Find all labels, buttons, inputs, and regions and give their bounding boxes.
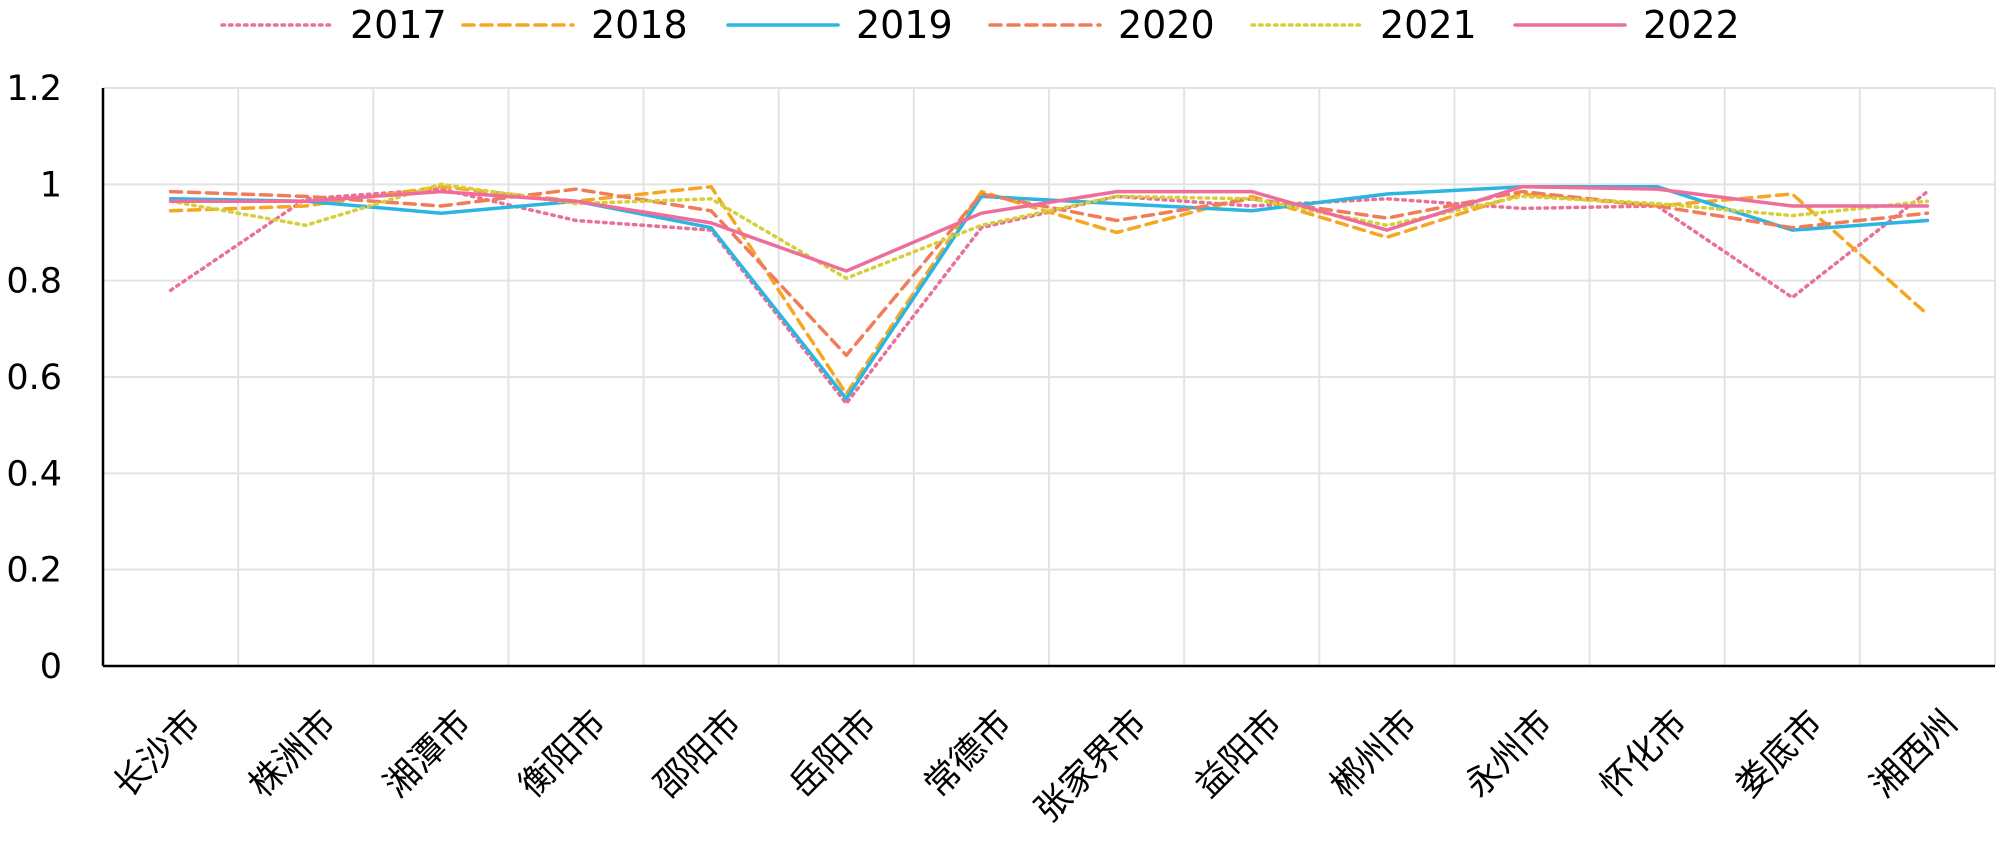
x-tick-label: 岳阳市 (782, 703, 885, 806)
legend: 2017 2018 2019 2020 2021 2022 (220, 3, 1740, 47)
x-tick-label: 常德市 (917, 703, 1020, 806)
y-tick-label: 0.6 (6, 358, 62, 398)
legend-item-2019: 2019 (726, 3, 953, 47)
legend-item-2017: 2017 (220, 3, 447, 47)
y-tick-label: 0 (40, 647, 62, 687)
x-tick-label: 湘西州 (1863, 703, 1966, 806)
x-tick-label: 益阳市 (1188, 703, 1291, 806)
legend-label: 2019 (856, 3, 953, 47)
grid-layer (103, 87, 1996, 666)
label-layer: 0 0.2 0.4 0.6 0.8 1 1.2 长沙市 株洲市 湘潭市 衡阳市 邵阳市 岳阳市 常德市 张家… (6, 69, 1965, 830)
x-tick-label: 张家界市 (1028, 703, 1155, 830)
legend-item-2020: 2020 (988, 3, 1215, 47)
y-tick-label: 1 (40, 165, 62, 205)
y-tick-label: 1.2 (6, 69, 62, 109)
series-line-2022 (168, 184, 1930, 273)
legend-label: 2018 (591, 3, 688, 47)
y-tick-label: 0.2 (6, 551, 62, 591)
axis-layer (101, 88, 1995, 668)
y-tick-label: 0.4 (6, 454, 62, 494)
series-line-2021 (168, 182, 1930, 281)
legend-item-2022: 2022 (1513, 3, 1740, 47)
series-line-2019 (168, 184, 1930, 401)
legend-item-2021: 2021 (1250, 3, 1477, 47)
x-tick-label: 娄底市 (1728, 703, 1831, 806)
legend-label: 2017 (350, 3, 447, 47)
y-tick-label: 0.8 (6, 262, 62, 302)
x-tick-label: 衡阳市 (512, 703, 615, 806)
legend-item-2018: 2018 (461, 3, 688, 47)
legend-label: 2021 (1380, 3, 1477, 47)
x-tick-label: 邵阳市 (647, 703, 750, 806)
x-tick-label: 株洲市 (242, 703, 345, 806)
x-tick-label: 怀化市 (1593, 703, 1696, 806)
x-tick-label: 长沙市 (106, 703, 209, 806)
series-layer (168, 182, 1930, 406)
legend-label: 2020 (1118, 3, 1215, 47)
x-tick-label: 永州市 (1458, 703, 1561, 806)
x-tick-label: 湘潭市 (377, 703, 480, 806)
legend-label: 2022 (1643, 3, 1740, 47)
x-tick-label: 郴州市 (1323, 703, 1426, 806)
